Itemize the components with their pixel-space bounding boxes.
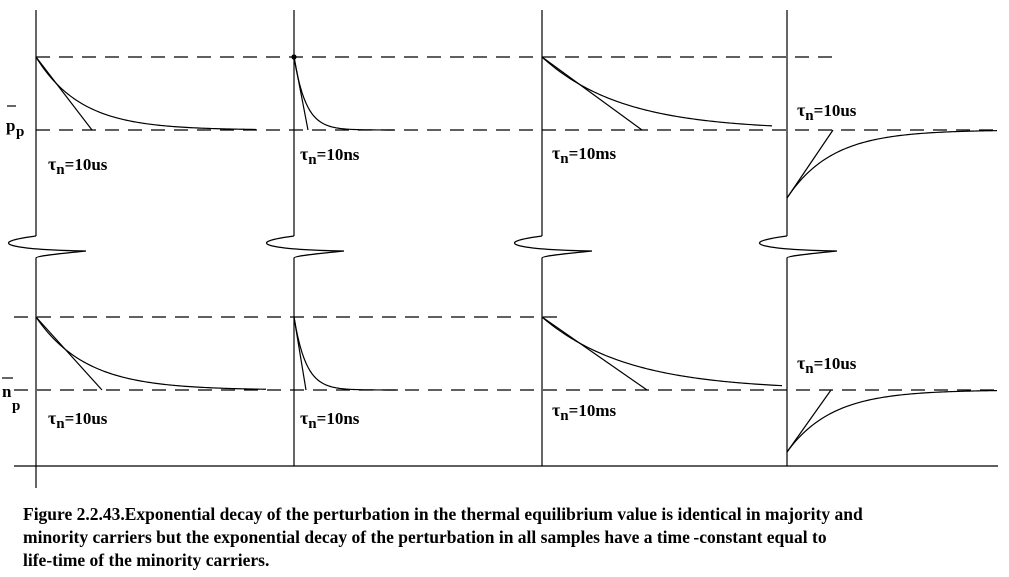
lower-row-label: n p xyxy=(2,377,20,414)
caption-line-2: minority carriers but the exponential de… xyxy=(23,527,827,547)
tau-label-upper-4: τn=10us xyxy=(797,100,857,124)
upper-row-label-sub: p xyxy=(16,124,24,140)
upper-1-tangent xyxy=(35,56,93,131)
upper-4-curve xyxy=(786,130,998,199)
response-curves xyxy=(35,56,998,453)
tau-label-upper-1: τn=10us xyxy=(48,154,108,178)
tau-label-upper-3: τn=10ms xyxy=(552,143,616,167)
lower-row-label-sub: p xyxy=(12,398,20,414)
axis-break-1 xyxy=(8,235,87,259)
lower-1-curve xyxy=(35,316,267,390)
upper-2-curve xyxy=(293,56,394,131)
caption-line-3: life-time of the minority carriers. xyxy=(23,550,270,570)
lower-3-tangent xyxy=(541,316,648,391)
upper-3-curve xyxy=(541,56,773,127)
upper-1-curve xyxy=(35,56,257,131)
tau-label-lower-3: τn=10ms xyxy=(552,400,616,424)
lower-1-tangent xyxy=(35,316,103,391)
lower-3-curve xyxy=(541,316,783,387)
upper-row-label-main: p xyxy=(6,116,15,135)
upper-row-label: p p xyxy=(6,105,24,140)
axis-break-3 xyxy=(514,235,593,259)
tau-label-lower-1: τn=10us xyxy=(48,408,108,432)
lower-4-curve xyxy=(786,389,998,453)
tau-label-lower-2: τn=10ns xyxy=(300,408,360,432)
tau-label-upper-2: τn=10ns xyxy=(300,144,360,168)
tau-label-lower-4: τn=10us xyxy=(797,353,857,377)
upper-2-tangent xyxy=(293,56,309,131)
lower-4-tangent xyxy=(786,389,832,453)
lower-2-tangent xyxy=(293,316,307,391)
caption-line-1: Figure 2.2.43.Exponential decay of the p… xyxy=(23,504,863,524)
lower-row-label-main: n xyxy=(2,382,12,401)
axis-break-4 xyxy=(759,235,838,259)
lower-2-curve xyxy=(293,316,398,391)
axis-break-2 xyxy=(266,235,345,259)
upper-3-tangent xyxy=(541,56,643,131)
figure-caption: Figure 2.2.43.Exponential decay of the p… xyxy=(23,503,1008,572)
diagram-frame xyxy=(8,10,998,488)
upper-4-tangent xyxy=(786,129,834,199)
